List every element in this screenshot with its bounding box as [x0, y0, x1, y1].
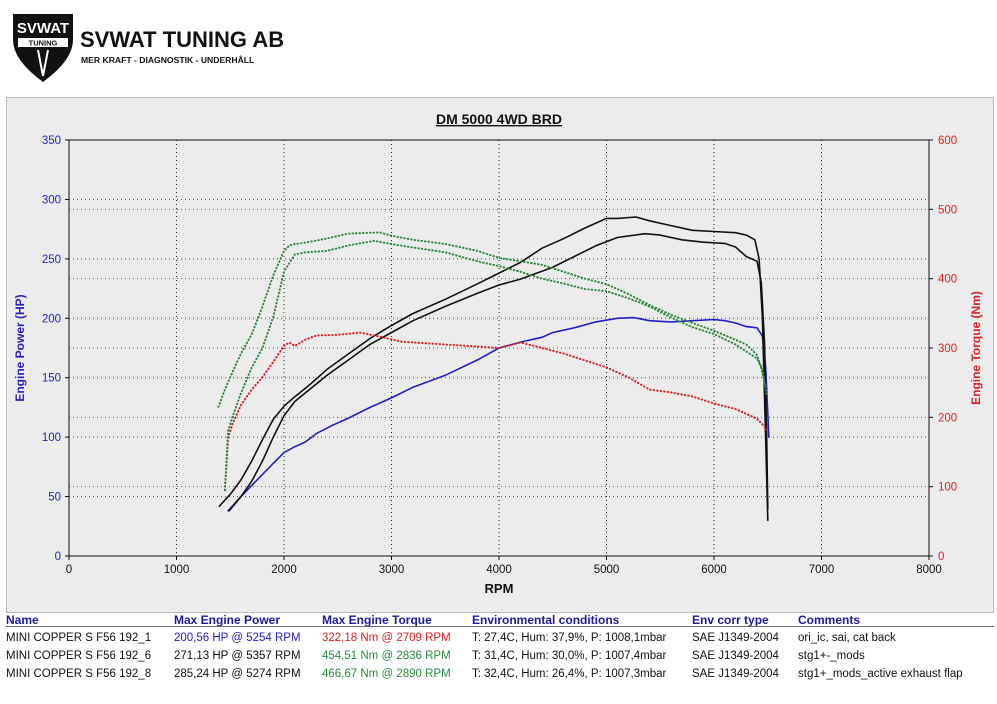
row-name: MINI COPPER S F56 192_6 [6, 650, 152, 662]
row-comment: ori_ic, sai, cat back [798, 632, 896, 644]
svwat-logo: SVWAT TUNING SVWAT TUNING AB MER KRAFT -… [13, 14, 284, 82]
row-name: MINI COPPER S F56 192_1 [6, 632, 152, 644]
series-line-2 [228, 232, 769, 512]
x-tick-label: 1000 [164, 564, 190, 576]
y2-axis-label: Engine Torque (Nm) [969, 291, 983, 405]
emblem-subtext: TUNING [29, 39, 58, 48]
y-tick-label: 150 [42, 373, 61, 385]
y-tick-label: 200 [42, 313, 61, 325]
chart-panel: 0 1000 2000 3000 4000 5000 6000 7000 8000 0 50 100 1… [6, 97, 994, 613]
row-power: 200,56 HP @ 5254 RPM [174, 632, 301, 644]
row-torque: 466,67 Nm @ 2890 RPM [322, 668, 451, 680]
row-power: 285,24 HP @ 5274 RPM [174, 668, 301, 680]
y-tick-label: 0 [55, 551, 61, 563]
y2-tick-label: 400 [938, 274, 957, 286]
brand-name: SVWAT TUNING AB [80, 27, 284, 52]
row-torque: 322,18 Nm @ 2709 RPM [322, 632, 451, 644]
series-line-6 [217, 231, 767, 408]
row-corr: SAE J1349-2004 [692, 668, 779, 680]
y-tick-label: 300 [42, 194, 61, 206]
series-line-3 [218, 216, 769, 522]
y-axis-label: Engine Power (HP) [13, 294, 27, 401]
x-axis-label: RPM [485, 581, 514, 596]
emblem-text: SVWAT [17, 20, 69, 37]
dyno-chart: 0 1000 2000 3000 4000 5000 6000 7000 80000501001… [13, 111, 983, 596]
brand-tagline: MER KRAFT - DIAGNOSTIK - UNDERHÅLL [81, 55, 254, 65]
legend-header-corr: Env corr type [692, 613, 769, 627]
results-table: Name Max Engine Power Max Engine Torque … [6, 613, 994, 703]
legend-header-env: Environmental conditions [472, 613, 620, 627]
shield-icon [13, 14, 73, 82]
legend-header-name: Name [6, 613, 39, 627]
legend-header-comments: Comments [798, 613, 861, 627]
row-corr: SAE J1349-2004 [692, 632, 779, 644]
y2-tick-label: 200 [938, 412, 957, 424]
y2-tick-label: 300 [938, 343, 957, 355]
row-torque: 454,51 Nm @ 2836 RPM [322, 650, 451, 662]
y-tick-label: 100 [42, 432, 61, 444]
axis-ticks: 0 1000 2000 3000 4000 5000 6000 7000 80000501001… [42, 135, 957, 576]
y-tick-label: 250 [42, 254, 61, 266]
legend-header-torque: Max Engine Torque [322, 613, 432, 627]
row-comment: stg1+-_mods [798, 650, 865, 662]
row-env: T: 31,4C, Hum: 30,0%, P: 1007,4mbar [472, 650, 667, 662]
y-tick-label: 350 [42, 135, 61, 147]
x-tick-label: 7000 [809, 564, 835, 576]
y2-tick-label: 500 [938, 204, 957, 216]
row-name: MINI COPPER S F56 192_8 [6, 668, 152, 680]
row-corr: SAE J1349-2004 [692, 650, 779, 662]
legend-divider [6, 626, 994, 627]
row-power: 271,13 HP @ 5357 RPM [174, 650, 301, 662]
y2-tick-label: 100 [938, 482, 957, 494]
row-comment: stg1+_mods_active exhaust flap [798, 668, 963, 680]
x-tick-label: 0 [66, 564, 72, 576]
row-env: T: 27,4C, Hum: 37,9%, P: 1008,1mbar [472, 632, 667, 644]
series-line-5 [223, 239, 768, 492]
x-tick-label: 3000 [379, 564, 405, 576]
x-tick-label: 8000 [916, 564, 942, 576]
x-tick-label: 2000 [271, 564, 297, 576]
chart-title: DM 5000 4WD BRD [436, 111, 562, 127]
x-tick-label: 6000 [701, 564, 727, 576]
y2-tick-label: 0 [938, 551, 944, 563]
legend-header-power: Max Engine Power [174, 613, 281, 627]
series-lines [217, 216, 770, 522]
row-env: T: 32,4C, Hum: 26,4%, P: 1007,3mbar [472, 668, 667, 680]
series-line-4 [223, 331, 768, 492]
y2-tick-label: 600 [938, 135, 957, 147]
x-tick-label: 5000 [594, 564, 620, 576]
brand-logo: SVWAT TUNING SVWAT TUNING AB MER KRAFT -… [0, 0, 284, 92]
y-tick-label: 50 [48, 492, 61, 504]
series-line-1 [227, 316, 770, 512]
x-tick-label: 4000 [486, 564, 512, 576]
